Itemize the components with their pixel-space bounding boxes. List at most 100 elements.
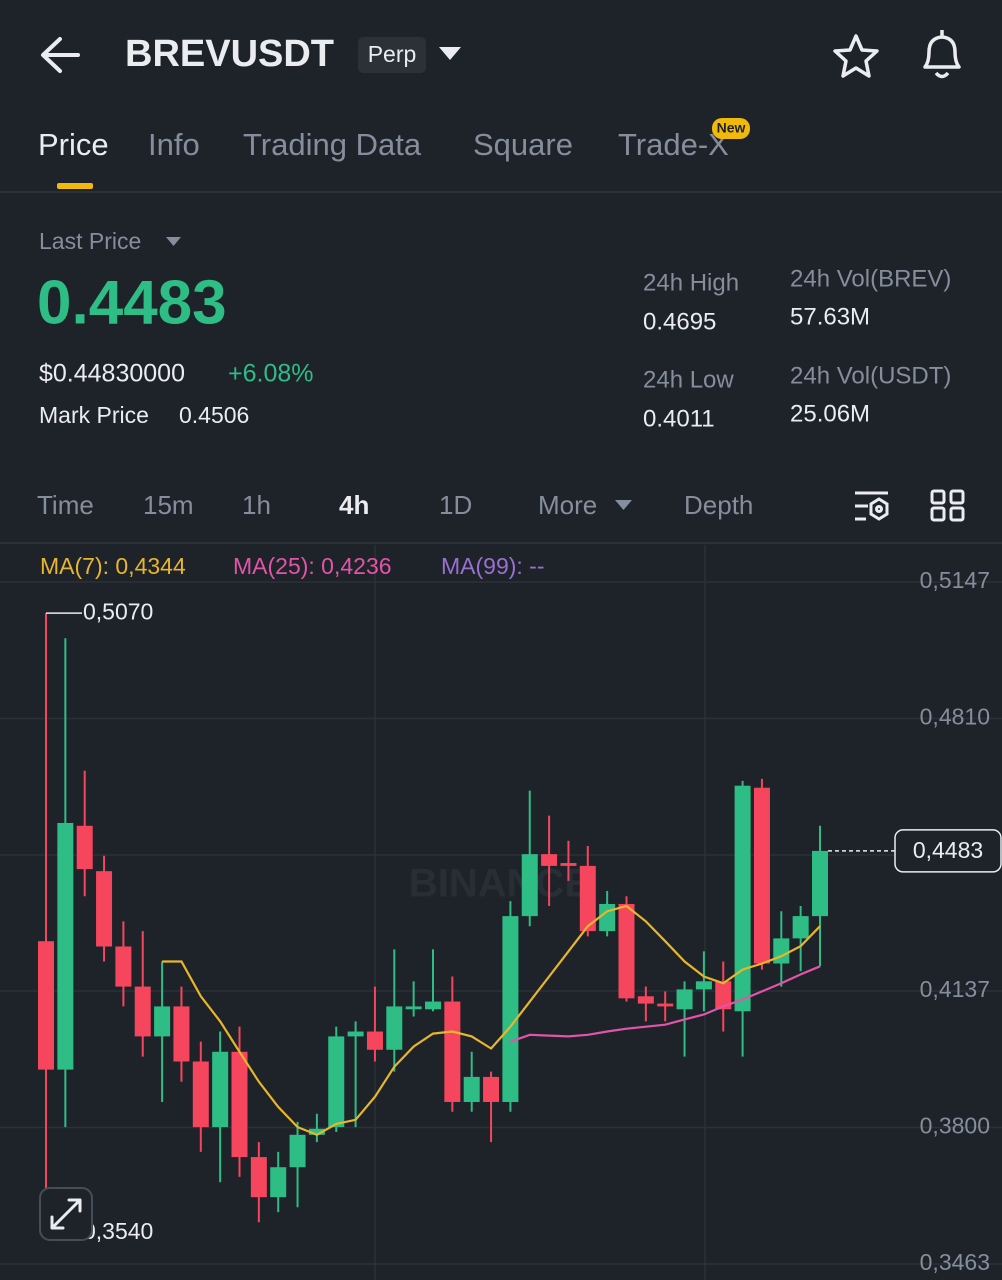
symbol-title[interactable]: BREVUSDT <box>125 33 334 75</box>
mark-price-label: Mark Price <box>39 402 149 428</box>
active-tab-indicator <box>57 183 93 189</box>
stat-label: 24h Low <box>643 366 734 393</box>
icon-cell <box>930 489 946 505</box>
candle-body <box>115 946 132 987</box>
new-badge: New <box>717 120 746 136</box>
icon-cell <box>949 506 965 522</box>
stat-value: 0.4011 <box>643 405 715 432</box>
y-tick-label: 0,3463 <box>920 1249 990 1275</box>
candle-body <box>134 986 151 1037</box>
candle-body <box>347 1031 364 1037</box>
interval-option[interactable]: 15m <box>143 490 194 520</box>
candle-body <box>618 903 635 999</box>
ma-line <box>162 904 821 1137</box>
tab[interactable]: Trade-X <box>618 127 729 162</box>
candle-body <box>57 822 74 1070</box>
stat-value: 57.63M <box>790 303 870 330</box>
candle-body <box>444 1001 461 1103</box>
icon-hex <box>869 497 889 521</box>
candle-body <box>38 941 54 1070</box>
notification-bell[interactable] <box>923 30 961 79</box>
ma-legend: MA(7): 0,4344 <box>40 553 186 579</box>
expand-arrows <box>50 1198 82 1230</box>
stat-value: 0.4695 <box>643 308 716 335</box>
tab[interactable]: Square <box>473 127 573 162</box>
bell-clapper <box>934 71 950 79</box>
icon-cell <box>930 506 946 522</box>
bell-body <box>923 35 961 69</box>
candle-body <box>599 903 616 932</box>
perp-badge-bg <box>358 37 426 73</box>
candle-body <box>96 871 113 947</box>
candle-body <box>405 1006 422 1010</box>
candle-body <box>753 787 770 964</box>
y-tick-label: 0,3800 <box>920 1113 990 1139</box>
ma-legend: MA(25): 0,4236 <box>233 553 392 579</box>
price-change: +6.08% <box>228 360 314 388</box>
candle-body <box>192 1061 209 1128</box>
candle-body <box>154 1006 171 1037</box>
new-badge-bg <box>712 118 750 139</box>
candle-body <box>676 989 693 1010</box>
candle-body <box>521 854 538 917</box>
expand-button[interactable] <box>39 1187 93 1241</box>
candle-body <box>328 1036 345 1128</box>
candle-body <box>366 1031 383 1050</box>
min-label: 0,3540 <box>83 1218 153 1244</box>
candle-body <box>579 865 596 932</box>
usd-price: $0.44830000 <box>39 360 185 388</box>
interval-option[interactable]: 4h <box>339 490 369 520</box>
current-price-label: 0,4483 <box>913 837 983 863</box>
candlestick-chart: 0,51470,48100,44730,41370,38000,3463BINA… <box>0 553 1002 1275</box>
interval-bar: Time 15m 1h 4h 1D More Depth <box>37 490 753 520</box>
candle-body <box>386 1006 403 1050</box>
candle-body <box>560 863 577 866</box>
candle-body <box>250 1157 267 1198</box>
stat-label: 24h Vol(USDT) <box>790 362 951 389</box>
max-label: 0,5070 <box>83 598 153 624</box>
candle-body <box>212 1051 229 1128</box>
icon-cell <box>949 489 965 505</box>
y-tick-label: 0,5147 <box>920 567 990 593</box>
interval-option[interactable]: Time <box>37 490 94 520</box>
candle-body <box>792 916 809 939</box>
y-tick-label: 0,4137 <box>920 976 990 1002</box>
favorite-star[interactable] <box>833 34 879 78</box>
stat-label: 24h Vol(BREV) <box>790 265 951 292</box>
tab[interactable]: Info <box>148 127 200 162</box>
perp-badge: Perp <box>368 41 417 67</box>
candle-body <box>483 1076 500 1103</box>
current-price-badge <box>894 829 1002 873</box>
interval-option[interactable]: 1D <box>439 490 472 520</box>
candle-body <box>463 1076 480 1103</box>
candle-body <box>541 854 558 866</box>
candle-body <box>502 916 519 1103</box>
chart-settings-icon[interactable] <box>855 491 889 521</box>
tab[interactable]: Price <box>38 127 109 162</box>
last-price-label[interactable]: Last Price <box>39 228 141 254</box>
interval-option[interactable]: Depth <box>684 490 753 520</box>
layout-icon[interactable] <box>930 489 965 522</box>
more-dropdown[interactable] <box>615 500 632 510</box>
tab[interactable]: Trading Data <box>243 127 422 162</box>
ma-line <box>510 965 821 1043</box>
candle-body <box>173 1006 190 1062</box>
last-price: 0.4483 <box>37 268 227 337</box>
candle-body <box>734 785 751 1012</box>
icon-dot <box>875 505 883 513</box>
candle-body <box>773 938 790 964</box>
symbol-dropdown[interactable] <box>439 47 461 60</box>
candle-body <box>76 825 93 870</box>
candle-body <box>270 1167 287 1198</box>
candle-body <box>657 1003 674 1007</box>
back-button[interactable] <box>41 37 80 73</box>
last-price-dropdown[interactable] <box>166 237 181 246</box>
candle-body <box>308 1128 325 1135</box>
interval-option[interactable]: 1h <box>242 490 271 520</box>
candle-body <box>637 996 654 1004</box>
interval-option[interactable]: More <box>538 490 597 520</box>
candle-body <box>231 1051 248 1158</box>
